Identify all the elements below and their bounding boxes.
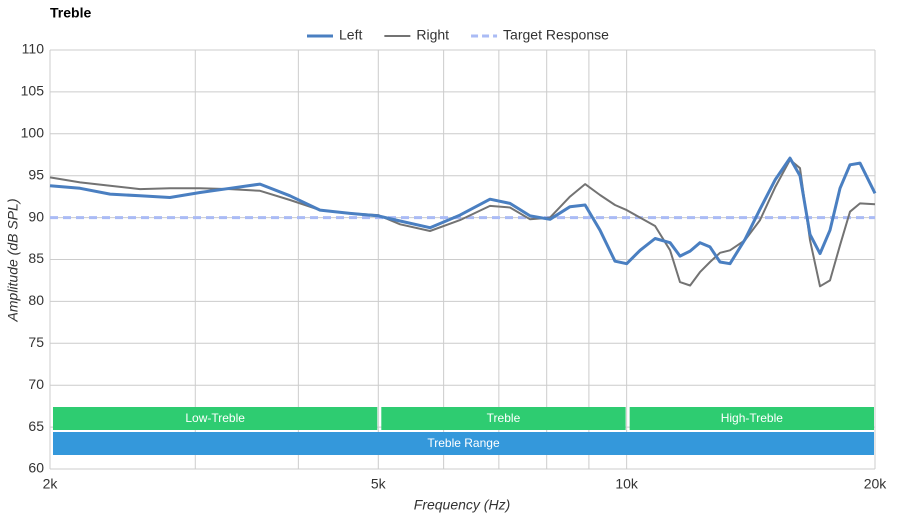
legend-label: Target Response: [503, 27, 609, 43]
range-band: [381, 407, 626, 430]
y-tick-label: 80: [28, 292, 44, 308]
series-line: [49, 158, 876, 288]
y-tick-label: 105: [21, 83, 45, 99]
legend-label: Right: [416, 27, 449, 43]
y-tick-label: 95: [28, 166, 44, 182]
range-band-label: High-Treble: [721, 411, 784, 425]
range-band: [53, 407, 378, 430]
range-band: [629, 407, 874, 430]
y-tick-label: 75: [28, 334, 44, 350]
x-tick-label: 2k: [43, 476, 59, 492]
range-band-label: Treble: [487, 411, 521, 425]
range-band-label: Low-Treble: [185, 411, 245, 425]
series-line: [49, 156, 877, 266]
x-tick-label: 10k: [615, 476, 639, 492]
range-band-label: Treble Range: [427, 436, 500, 450]
chart-title: Treble: [50, 5, 91, 21]
x-tick-label: 5k: [371, 476, 387, 492]
x-tick-label: 20k: [864, 476, 888, 492]
y-tick-label: 70: [28, 376, 44, 392]
y-tick-label: 60: [28, 460, 44, 476]
y-tick-label: 65: [28, 418, 44, 434]
y-tick-label: 85: [28, 250, 44, 266]
y-tick-label: 100: [21, 125, 45, 141]
x-axis-title: Frequency (Hz): [414, 497, 510, 513]
y-tick-label: 90: [28, 208, 44, 224]
legend-label: Left: [339, 27, 362, 43]
y-tick-label: 110: [22, 41, 45, 57]
y-axis-title: Amplitude (dB SPL): [5, 199, 21, 323]
range-band: [53, 432, 874, 455]
